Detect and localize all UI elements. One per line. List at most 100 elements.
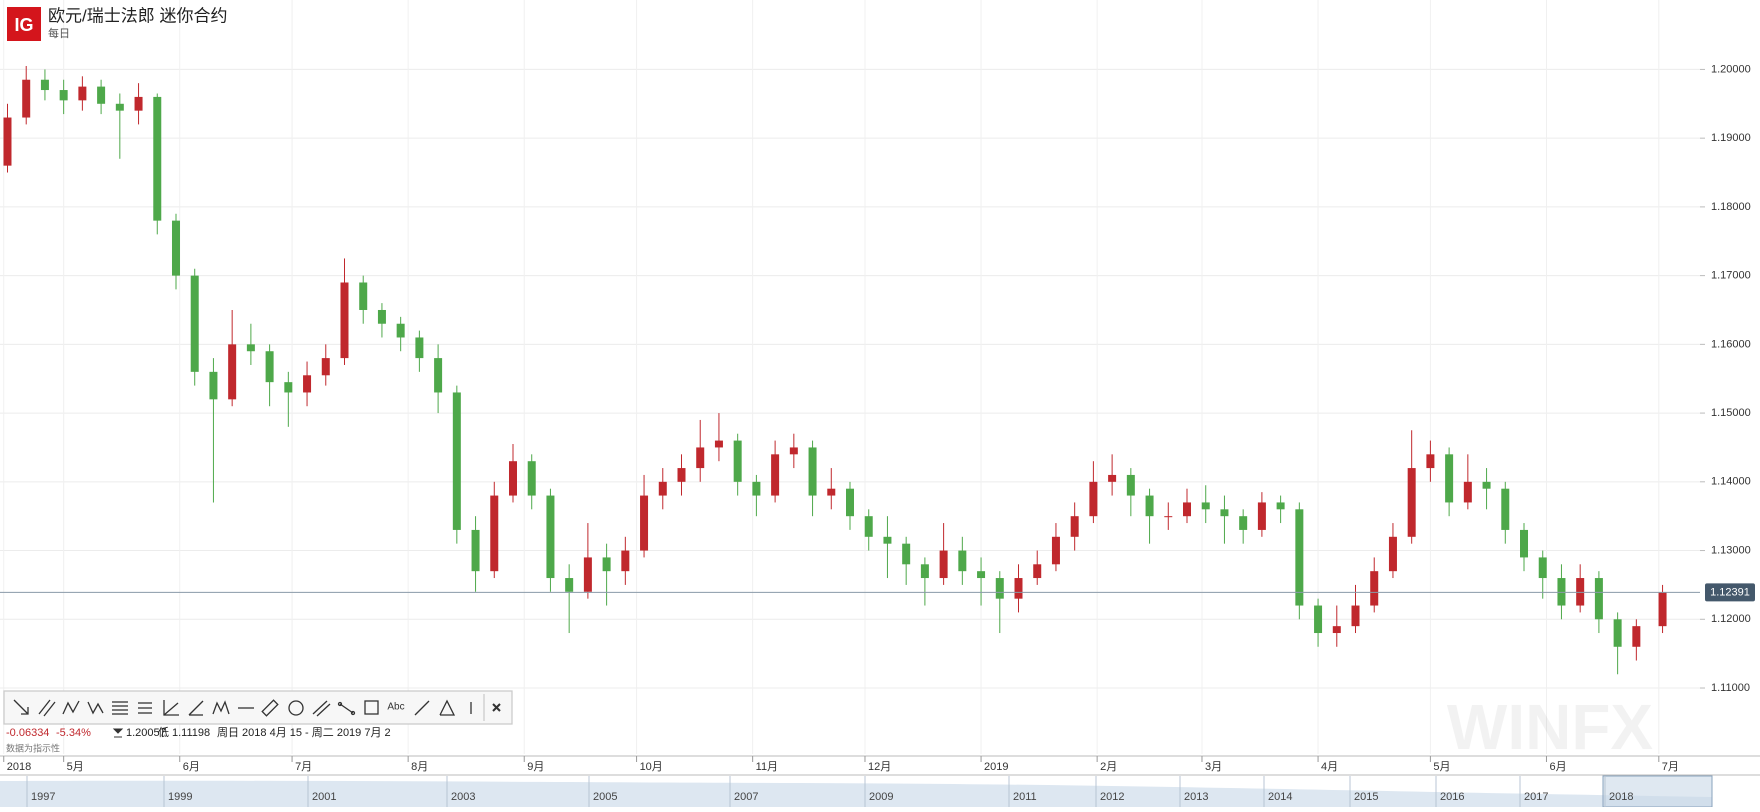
- candle-body: [265, 351, 274, 383]
- candle-body: [527, 461, 536, 496]
- candle-body: [714, 440, 723, 448]
- tool-pitchfork[interactable]: [212, 700, 230, 715]
- navigator-year: 2005: [593, 791, 617, 803]
- candle-body: [1445, 454, 1454, 503]
- tool-zigzag[interactable]: [87, 701, 104, 715]
- candle-body: [939, 550, 948, 579]
- candle-body: [97, 86, 106, 104]
- candle-body: [228, 344, 237, 400]
- candle-body: [1070, 516, 1079, 537]
- low-label: 低: [158, 726, 169, 739]
- candle-body: [771, 454, 780, 496]
- tool-fib-ext[interactable]: [138, 702, 152, 714]
- candle-body: [789, 447, 798, 455]
- x-tick-label: 2019: [984, 761, 1008, 773]
- navigator-year: 1999: [168, 791, 192, 803]
- candle-body: [602, 557, 611, 572]
- candle-body: [1370, 571, 1379, 606]
- y-tick-label: 1.12000: [1711, 613, 1751, 625]
- watermark: WINFX: [1447, 691, 1654, 763]
- candle-body: [115, 103, 124, 111]
- x-tick-label: 9月: [527, 761, 544, 773]
- candle-body: [471, 529, 480, 572]
- x-tick-label: 3月: [1205, 761, 1222, 773]
- candle-body: [677, 468, 686, 482]
- tool-text[interactable]: Abc: [387, 702, 404, 713]
- time-axis-bg: [0, 756, 1760, 775]
- candle-body: [1557, 578, 1566, 606]
- candle-body: [752, 481, 761, 496]
- x-tick-label: 5月: [1433, 761, 1450, 773]
- candle-body: [377, 309, 386, 324]
- tool-triangle[interactable]: [439, 699, 456, 716]
- candle-body: [827, 488, 836, 496]
- high-icon: [112, 728, 124, 738]
- logo: IG: [14, 15, 33, 35]
- candle-body: [1463, 481, 1472, 503]
- tool-ray[interactable]: [414, 700, 430, 716]
- x-tick-label: 2018: [7, 761, 31, 773]
- tool-ellipse[interactable]: [288, 700, 304, 716]
- candle-body: [808, 447, 817, 496]
- candle-body: [733, 440, 742, 482]
- candle-body: [1538, 557, 1547, 579]
- candle-body: [1632, 626, 1641, 647]
- navigator-selection[interactable]: [1602, 775, 1713, 808]
- candle-body: [1183, 502, 1192, 517]
- candle-body: [1051, 536, 1060, 565]
- candle-body: [565, 578, 574, 592]
- y-tick-label: 1.18000: [1711, 201, 1751, 213]
- tool-fan[interactable]: [163, 700, 179, 716]
- tool-rectangle[interactable]: [364, 700, 379, 715]
- candle-body: [977, 571, 986, 579]
- tool-arrow[interactable]: [13, 699, 29, 715]
- candle-body: [1201, 502, 1210, 510]
- candles: [3, 65, 1667, 675]
- navigator-year: 2016: [1440, 791, 1464, 803]
- x-tick-label: 7月: [1662, 761, 1679, 773]
- tool-fib[interactable]: [112, 701, 128, 715]
- candle-body: [284, 382, 293, 393]
- x-tick-label: 10月: [640, 761, 663, 773]
- candle-body: [452, 392, 461, 530]
- tool-trend[interactable]: [188, 700, 204, 716]
- x-tick-label: 4月: [1321, 761, 1338, 773]
- navigator-year: 2007: [734, 791, 758, 803]
- candle-body: [658, 481, 667, 496]
- y-tick-label: 1.17000: [1711, 270, 1751, 282]
- candle-body: [1276, 502, 1285, 510]
- toolbar-close[interactable]: [492, 703, 501, 712]
- candle-body: [396, 323, 405, 338]
- navigator-year: 2013: [1184, 791, 1208, 803]
- last-price-box: [1705, 583, 1755, 602]
- candle-body: [490, 495, 499, 572]
- chart-subtitle: 每日: [48, 26, 70, 40]
- candle-body: [1658, 592, 1667, 627]
- navigator-area: [0, 780, 1712, 807]
- toolbar: Abc: [3, 690, 513, 725]
- candle-body: [1613, 619, 1622, 647]
- candle-body: [1351, 605, 1360, 627]
- x-tick-label: 6月: [1549, 761, 1566, 773]
- candle-body: [621, 550, 630, 572]
- tool-line-points[interactable]: [337, 701, 356, 716]
- tool-ruler[interactable]: [261, 699, 279, 717]
- tool-parallel[interactable]: [38, 699, 56, 717]
- grid: [0, 0, 1760, 775]
- tool-channel[interactable]: [312, 700, 331, 717]
- candle-body: [902, 543, 911, 565]
- candle-body: [1295, 509, 1304, 606]
- candle-body: [1014, 578, 1023, 599]
- y-tick-label: 1.13000: [1711, 544, 1751, 556]
- candle-body: [883, 536, 892, 544]
- candle-body: [1501, 488, 1510, 530]
- y-tick-label: 1.20000: [1711, 63, 1751, 75]
- candle-body: [1108, 474, 1117, 482]
- date-range: 周日 2018 4月 15 - 周二 2019 7月 2: [217, 726, 391, 739]
- x-tick-label: 7月: [295, 761, 312, 773]
- navigator-year: 2003: [451, 791, 475, 803]
- navigator-year: 2012: [1100, 791, 1124, 803]
- candle-body: [321, 358, 330, 376]
- candle-body: [1126, 474, 1135, 496]
- tool-wave[interactable]: [62, 700, 80, 715]
